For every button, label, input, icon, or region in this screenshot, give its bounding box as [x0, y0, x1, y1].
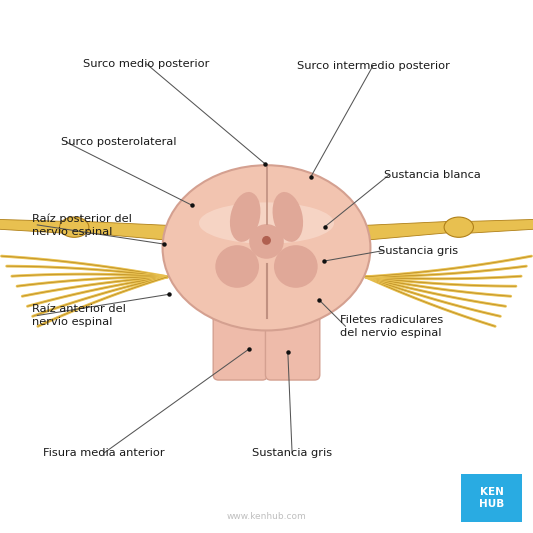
Text: Surco posterolateral: Surco posterolateral — [61, 138, 177, 147]
Ellipse shape — [199, 203, 334, 244]
Ellipse shape — [230, 192, 261, 242]
Ellipse shape — [444, 217, 473, 237]
FancyBboxPatch shape — [265, 308, 320, 380]
Circle shape — [263, 237, 270, 244]
Text: Surco intermedio posterior: Surco intermedio posterior — [297, 61, 449, 70]
Text: Raíz anterior del
nervio espinal: Raíz anterior del nervio espinal — [32, 304, 126, 327]
Text: Sustancia gris: Sustancia gris — [252, 448, 332, 458]
Text: Filetes radiculares
del nervio espinal: Filetes radiculares del nervio espinal — [340, 315, 443, 337]
Text: Raíz posterior del
nervio espinal: Raíz posterior del nervio espinal — [32, 213, 132, 237]
Ellipse shape — [163, 165, 370, 330]
Text: www.kenhub.com: www.kenhub.com — [227, 512, 306, 521]
Polygon shape — [0, 219, 63, 233]
Text: Fisura media anterior: Fisura media anterior — [43, 448, 165, 458]
Polygon shape — [86, 222, 172, 240]
Ellipse shape — [272, 192, 303, 242]
FancyBboxPatch shape — [461, 474, 522, 522]
Ellipse shape — [215, 245, 259, 288]
Text: KEN
HUB: KEN HUB — [479, 487, 504, 510]
Ellipse shape — [60, 217, 89, 237]
FancyBboxPatch shape — [213, 308, 268, 380]
Ellipse shape — [274, 245, 318, 288]
Text: Sustancia blanca: Sustancia blanca — [384, 170, 481, 180]
Polygon shape — [470, 219, 533, 233]
Text: Surco medio posterior: Surco medio posterior — [83, 59, 210, 69]
Ellipse shape — [249, 224, 284, 259]
Polygon shape — [361, 222, 447, 240]
Text: Sustancia gris: Sustancia gris — [378, 246, 458, 255]
